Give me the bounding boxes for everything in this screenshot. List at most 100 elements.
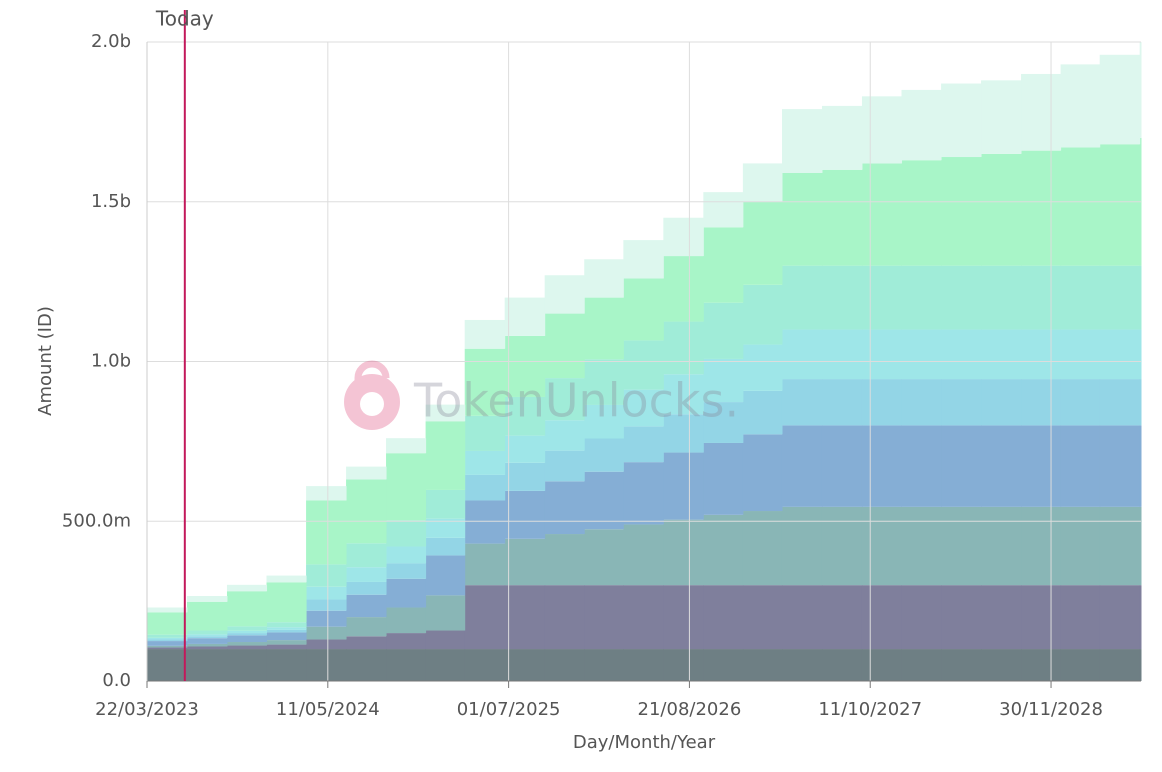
area-step (981, 585, 1022, 650)
area-step (584, 359, 624, 405)
area-step (1139, 329, 1142, 380)
area-step (781, 425, 823, 507)
area-step (981, 80, 1022, 154)
area-step (226, 645, 268, 650)
area-step (623, 649, 664, 681)
area-step (1099, 329, 1141, 380)
area-step (306, 586, 347, 600)
area-step (306, 639, 347, 650)
area-step (703, 192, 744, 228)
y-tick-label: 1.5b (91, 191, 131, 212)
area-step (147, 649, 188, 681)
area-step (821, 379, 863, 426)
area-step (981, 425, 1022, 507)
area-step (1021, 265, 1062, 330)
area-step (186, 601, 228, 631)
area-step (901, 160, 942, 266)
area-step (464, 500, 506, 544)
area-step (703, 227, 744, 303)
area-step (781, 329, 823, 380)
area-step (266, 649, 307, 681)
area-step (981, 379, 1022, 426)
area-step (861, 649, 903, 681)
area-step (147, 634, 188, 638)
area-step (504, 649, 546, 681)
area-step (1139, 649, 1142, 681)
area-step (981, 265, 1022, 330)
area-step (1021, 585, 1062, 650)
area-step (425, 649, 466, 681)
area-step (703, 585, 744, 650)
area-step (781, 506, 823, 586)
area-step (464, 543, 506, 586)
area-step (147, 639, 188, 642)
area-step (623, 426, 664, 463)
area-step (226, 591, 268, 627)
area-step (941, 585, 982, 650)
area-step (781, 379, 823, 426)
area-step (821, 329, 863, 380)
area-step (266, 627, 307, 630)
area-step (663, 649, 704, 681)
area-step (226, 584, 268, 592)
area-step (663, 321, 704, 375)
area-step (464, 348, 506, 416)
area-step (1139, 379, 1142, 426)
area-step (901, 329, 942, 380)
area-step (861, 585, 903, 650)
area-step (186, 638, 228, 644)
area-step (861, 96, 903, 164)
watermark-text: TokenUnlocks. (413, 374, 739, 428)
area-step (941, 649, 982, 681)
area-step (821, 506, 863, 586)
x-tick-label: 21/08/2026 (638, 699, 742, 720)
area-step (703, 649, 744, 681)
area-step (504, 585, 546, 650)
area-step (861, 265, 903, 330)
area-step (941, 83, 982, 158)
area-step (147, 647, 188, 650)
area-step (544, 420, 585, 451)
area-step (186, 636, 228, 639)
y-tick-label: 500.0m (62, 510, 131, 531)
area-step (901, 89, 942, 161)
area-step (821, 649, 863, 681)
area-step (544, 481, 585, 535)
area-step (742, 284, 783, 345)
area-step (1021, 379, 1062, 426)
area-step (147, 607, 188, 613)
area-step (544, 534, 585, 586)
x-tick-label: 22/03/2023 (95, 699, 199, 720)
area-step (901, 585, 942, 650)
area-step (346, 567, 387, 582)
area-step (781, 585, 823, 650)
today-label: Today (155, 7, 214, 31)
area-step (386, 563, 427, 579)
area-step (226, 642, 268, 646)
area-step (941, 425, 982, 507)
area-step (464, 585, 506, 650)
area-step (425, 537, 466, 556)
area-step (584, 471, 624, 530)
area-step (1139, 42, 1142, 138)
area-step (1060, 425, 1101, 507)
area-step (1060, 585, 1101, 650)
area-step (663, 519, 704, 586)
area-step (623, 462, 664, 525)
area-step (544, 585, 585, 650)
area-step (981, 506, 1022, 586)
area-step (306, 564, 347, 587)
area-step (147, 637, 188, 640)
area-step (346, 636, 387, 650)
area-step (306, 500, 347, 565)
area-step (346, 479, 387, 544)
area-step (147, 645, 188, 648)
area-step (663, 452, 704, 520)
area-step (386, 438, 427, 454)
area-step (186, 634, 228, 637)
area-step (901, 265, 942, 330)
area-step (346, 649, 387, 681)
area-step (464, 319, 506, 349)
area-step (1139, 265, 1142, 330)
area-step (266, 640, 307, 645)
